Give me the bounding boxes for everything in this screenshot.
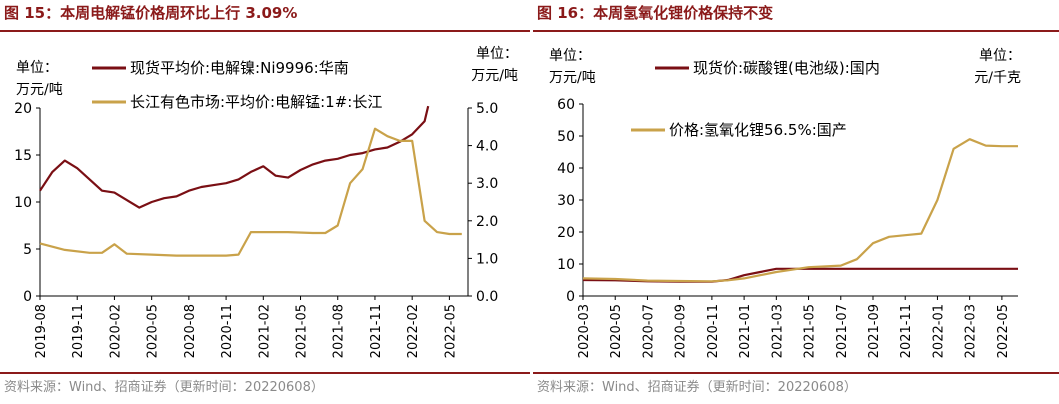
y-tick-label-right: 2.0: [476, 214, 498, 230]
source-note: 资料来源：Wind、招商证券（更新时间：20220608）: [4, 380, 324, 395]
source-rule: [0, 372, 530, 374]
legend-label: 价格:氢氧化锂56.5%:国产: [669, 121, 847, 139]
y-tick-label: 5: [23, 242, 32, 258]
x-tick-label: 2019-11: [71, 304, 86, 358]
y-tick-label: 30: [557, 193, 575, 209]
x-tick-label: 2021-07: [835, 304, 850, 358]
y-tick-label: 0: [566, 289, 575, 305]
chart-title: 图 15：本周电解锰价格周环比上行 3.09%: [4, 4, 298, 22]
y-tick-label: 10: [14, 195, 32, 211]
y-tick-label-right: 1.0: [476, 251, 498, 267]
y-tick-label-right: 0.0: [476, 289, 498, 305]
title-rule: [533, 30, 1059, 32]
y-tick-label-right: 3.0: [476, 176, 498, 192]
source-rule: [533, 372, 1059, 374]
y-tick-label: 20: [14, 101, 32, 117]
series-line-2: [39, 127, 462, 257]
title-rule: [0, 30, 530, 32]
legend-label: 现货平均价:电解镍:Ni9996:华南: [130, 59, 349, 77]
x-tick-label: 2022-05: [996, 304, 1011, 358]
series-line-1: [39, 105, 430, 209]
x-tick-label: 2022-03: [964, 304, 979, 358]
y-right-unit-label: 单位：元/千克: [974, 48, 1021, 86]
x-tick-label: 2020-02: [108, 304, 123, 358]
x-tick-label: 2020-07: [641, 304, 656, 358]
x-tick-label: 2021-09: [867, 304, 882, 358]
x-tick-label: 2021-05: [803, 304, 818, 358]
y-tick-label: 20: [557, 225, 575, 241]
x-tick-label: 2020-05: [146, 304, 161, 358]
x-tick-label: 2019-08: [34, 304, 49, 358]
y-tick-label: 40: [557, 161, 575, 177]
series-line-2: [582, 138, 1018, 283]
y-tick-label: 0: [23, 289, 32, 305]
y-tick-label-right: 4.0: [476, 139, 498, 155]
y-tick-label: 50: [557, 129, 575, 145]
y-left-unit-label: 单位：万元/吨: [549, 48, 596, 86]
x-tick-label: 2021-11: [899, 304, 914, 358]
y-tick-label-right: 5.0: [476, 101, 498, 117]
legend-label: 长江有色市场:平均价:电解锰:1#:长江: [130, 93, 382, 111]
chart-svg: 0 5 10 15 20 0.0 1.0 2.0 3.0 4.0 5.0 2019-08 2019-11…: [14, 46, 518, 358]
chart-svg: 0 10 20 30 40 50 60 2020-03 2020-05 2020-07 2020-0…: [549, 48, 1021, 358]
x-tick-label: 2020-11: [706, 304, 721, 358]
x-tick-label: 2022-02: [406, 304, 421, 358]
x-tick-label: 2021-03: [770, 304, 785, 358]
legend-label: 现货价:碳酸锂(电池级):国内: [693, 59, 880, 77]
y-tick-label: 10: [557, 257, 575, 273]
x-tick-label: 2020-05: [609, 304, 624, 358]
x-tick-label: 2020-11: [220, 304, 235, 358]
chart-title: 图 16：本周氢氧化锂价格保持不变: [537, 4, 774, 22]
y-tick-label: 60: [557, 97, 575, 113]
x-tick-label: 2020-09: [674, 304, 689, 358]
x-tick-label: 2020-08: [183, 304, 198, 358]
x-tick-label: 2022-01: [931, 304, 946, 358]
x-tick-label: 2021-08: [332, 304, 347, 358]
y-left-unit-label: 单位：万元/吨: [16, 60, 63, 98]
y-right-unit-label: 单位：万元/吨: [471, 46, 518, 84]
source-note: 资料来源：Wind、招商证券（更新时间：20220608）: [537, 380, 857, 395]
x-tick-label: 2022-05: [443, 304, 458, 358]
y-tick-label: 15: [14, 148, 32, 164]
x-tick-label: 2020-03: [577, 304, 592, 358]
x-tick-label: 2021-02: [257, 304, 272, 358]
chart-panel-left: 图 15：本周电解锰价格周环比上行 3.09% 0 5 10 15 20 0.0 1.0 2.…: [0, 4, 530, 395]
x-tick-label: 2021-01: [738, 304, 753, 358]
chart-panel-right: 图 16：本周氢氧化锂价格保持不变 0 10 20 30 40 50 60 2020-03 20…: [533, 0, 1059, 404]
x-tick-label: 2021-05: [295, 304, 310, 358]
x-tick-label: 2021-11: [369, 304, 384, 358]
